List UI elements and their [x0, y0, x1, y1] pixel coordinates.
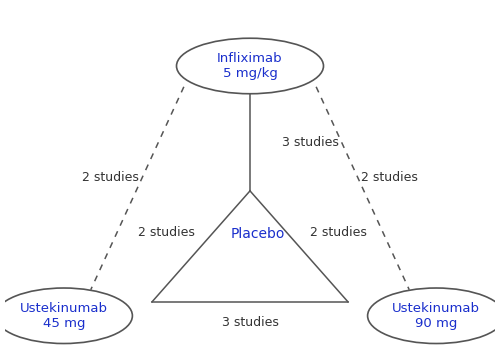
Text: Ustekinumab
90 mg: Ustekinumab 90 mg — [392, 302, 480, 330]
Text: 2 studies: 2 studies — [82, 171, 139, 183]
Text: Ustekinumab
45 mg: Ustekinumab 45 mg — [20, 302, 108, 330]
Text: 2 studies: 2 studies — [310, 226, 366, 239]
Text: 3 studies: 3 studies — [222, 316, 278, 329]
Text: 2 studies: 2 studies — [361, 171, 418, 183]
Text: Infliximab
5 mg/kg: Infliximab 5 mg/kg — [217, 52, 283, 80]
Text: 2 studies: 2 studies — [138, 226, 195, 239]
Ellipse shape — [368, 288, 500, 343]
Text: Placebo: Placebo — [230, 227, 284, 241]
Ellipse shape — [0, 288, 132, 343]
Text: 3 studies: 3 studies — [282, 136, 339, 149]
Ellipse shape — [176, 38, 324, 94]
